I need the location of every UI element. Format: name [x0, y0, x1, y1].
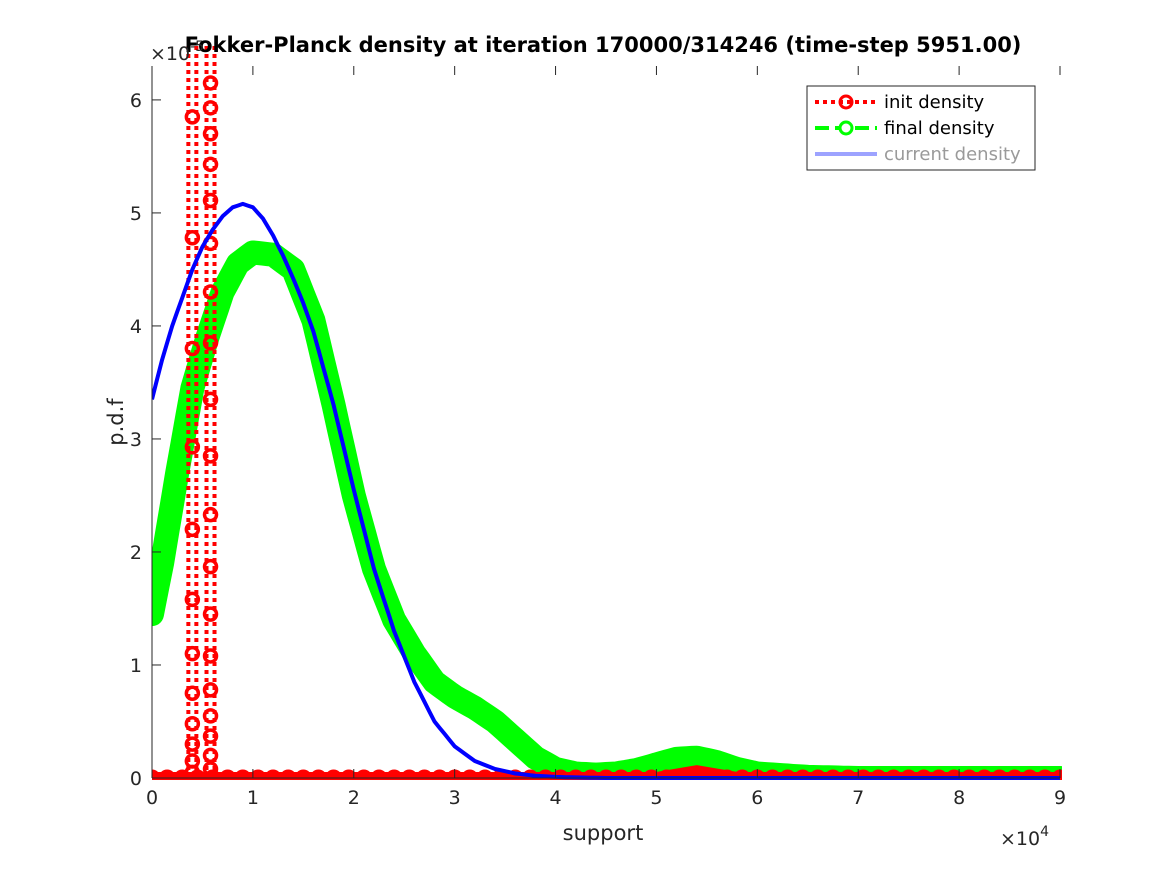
y-tick-label-4: 4	[130, 316, 142, 338]
init-spike-1-point-12	[202, 284, 219, 300]
init-spike-0-point-5	[184, 645, 201, 662]
init-spike-1-point-14	[202, 192, 219, 209]
x-tick-label-4: 4	[550, 787, 562, 809]
y-multiplier-exp: -5	[190, 39, 204, 55]
x-tick-label-5: 5	[650, 787, 662, 809]
ticks-layer: 0 1 2 3 4 5 6 7 8 9 0 1 2 3 4 5 6	[130, 66, 1066, 809]
y-multiplier: ×10-5	[150, 39, 204, 65]
final-point-7	[241, 241, 264, 264]
x-multiplier: ×104	[1000, 824, 1049, 850]
init-spike-0-point-8	[184, 439, 201, 455]
init-spike-1-point-2	[202, 728, 219, 744]
final-point-2	[166, 461, 189, 484]
init-spike-0-point-2	[184, 736, 201, 752]
y-tick-label-5: 5	[130, 203, 142, 225]
init-spike-1-point-11	[202, 335, 219, 351]
init-spike-1-point-9	[202, 448, 219, 464]
init-spike-1-point-8	[202, 506, 219, 523]
init-spike-1-point-10	[202, 391, 219, 408]
legend-item-final: final density	[815, 118, 995, 139]
init-spike-1-point-6	[202, 606, 219, 622]
legend-label-final: final density	[884, 118, 995, 139]
legend-marker-init	[838, 94, 854, 110]
final-point-11	[322, 394, 345, 417]
init-spike-1-point-1	[202, 747, 219, 764]
init-spike-0-point-6	[184, 591, 201, 608]
y-tick-label-0: 0	[130, 768, 142, 790]
legend-label-init: init density	[884, 92, 985, 113]
final-point-18	[463, 696, 486, 719]
init-spike-0-point-3	[184, 716, 201, 732]
init-spike-0-point-10	[184, 230, 201, 246]
x-tick-label-9: 9	[1054, 787, 1066, 809]
init-spike-1-point-5	[202, 648, 219, 664]
final-point-1	[152, 552, 174, 575]
x-tick-label-8: 8	[953, 787, 965, 809]
final-point-20	[504, 728, 527, 751]
y-axis-label: p.d.f	[104, 398, 128, 446]
x-tick-label-3: 3	[449, 787, 461, 809]
init-spike-1-point-7	[202, 558, 219, 575]
final-point-0	[152, 603, 163, 626]
final-point-19	[484, 710, 507, 733]
legend-item-current: current density	[815, 144, 1021, 165]
x-tick-label-2: 2	[348, 787, 360, 809]
final-point-6	[226, 252, 249, 275]
y-tick-label-3: 3	[130, 429, 142, 451]
x-tick-label-6: 6	[751, 787, 763, 809]
init-spike-1-point-3	[202, 708, 219, 724]
final-point-28	[665, 747, 688, 770]
init-spike-1-point-18	[202, 75, 219, 91]
x-multiplier-base: ×10	[1000, 828, 1040, 850]
init-spike-0-point-4	[184, 685, 201, 701]
x-tick-label-7: 7	[852, 787, 864, 809]
legend-item-init: init density	[815, 92, 985, 113]
init-spike-0-point-7	[184, 521, 201, 538]
x-tick-label-0: 0	[146, 787, 158, 809]
x-tick-label-1: 1	[247, 787, 259, 809]
init-spike-1-point-17	[202, 100, 219, 116]
legend-label-current: current density	[884, 144, 1021, 165]
final-point-21	[524, 746, 547, 769]
legend: init density final density current densi…	[806, 85, 1036, 171]
final-point-15	[403, 642, 426, 665]
x-multiplier-exp: 4	[1040, 824, 1049, 840]
init-spike-0-point-11	[184, 109, 201, 125]
final-point-3	[181, 377, 204, 400]
final-point-16	[423, 670, 446, 693]
chart-title: Fokker-Planck density at iteration 17000…	[185, 33, 1022, 57]
init-spike-1-point-15	[202, 156, 219, 173]
y-tick-label-2: 2	[130, 542, 142, 564]
final-point-13	[362, 557, 385, 580]
init-spike-0-point-1	[184, 753, 201, 769]
init-spike-0-point-9	[184, 340, 201, 357]
plot-area	[152, 66, 1060, 778]
y-multiplier-base: ×10	[150, 43, 190, 65]
final-point-5	[211, 281, 234, 304]
init-spike-1-point-4	[202, 682, 219, 698]
final-point-17	[443, 685, 466, 708]
y-tick-label-6: 6	[130, 90, 142, 112]
x-axis-label: support	[563, 821, 644, 845]
init-spike-1-point-16	[202, 126, 219, 142]
y-tick-label-1: 1	[130, 655, 142, 677]
legend-marker-final	[838, 120, 854, 136]
